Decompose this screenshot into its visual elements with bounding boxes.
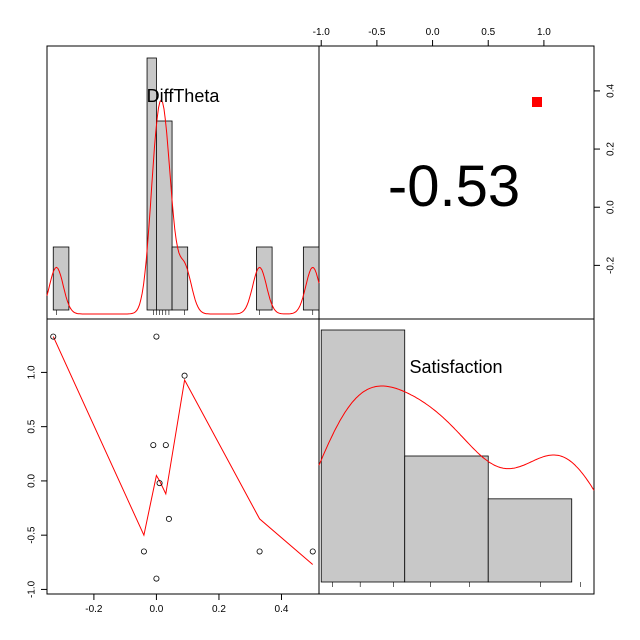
density-curve-0: [46, 99, 320, 315]
left-axis-label-1: -0.5: [27, 526, 38, 544]
scatter-point-9: [256, 548, 263, 555]
smooth-line: [52, 336, 314, 565]
scatter-point-8: [181, 372, 188, 379]
right-axis-label-2: 0.2: [606, 142, 617, 156]
panel-br: [318, 318, 595, 595]
curves-layer: [46, 99, 595, 565]
scatter-layer: [50, 97, 542, 582]
left-axis-label-3: 0.5: [27, 419, 38, 433]
scatter-point-7: [165, 515, 172, 522]
bottom-axis-label-1: 0.0: [149, 604, 163, 615]
scatter-point-2: [150, 442, 157, 449]
top-axis-label-1: -0.5: [368, 27, 386, 38]
bottom-axis-label-2: 0.2: [212, 604, 226, 615]
hist-bar-0-3: [171, 246, 189, 311]
hist-bar-1-0: [320, 329, 406, 583]
diagonal-label-satisfaction: Satisfaction: [409, 357, 502, 377]
hist-bar-1-1: [404, 455, 489, 583]
right-axis-label-1: 0.0: [606, 200, 617, 214]
top-axis-label-3: 0.5: [481, 27, 495, 38]
hist-bar-1-2: [487, 498, 573, 583]
top-axis-label-0: -1.0: [313, 27, 331, 38]
hist-bar-0-5: [302, 246, 320, 311]
scatter-point-1: [140, 548, 147, 555]
panel-bl: [46, 318, 320, 595]
left-axis-label-0: -1.0: [27, 580, 38, 598]
density-curve-1: [318, 385, 595, 491]
right-axis-label-0: -0.2: [606, 256, 617, 274]
scatter-point-4: [153, 575, 160, 582]
scatter-point-10: [309, 548, 316, 555]
top-axis-label-4: 1.0: [537, 27, 551, 38]
left-axis-label-2: 0.0: [27, 474, 38, 488]
scatter-point-3: [153, 333, 160, 340]
scatter-point-0: [50, 333, 57, 340]
right-axis-label-3: 0.4: [606, 84, 617, 98]
diagonal-label-difftheta: DiffTheta: [147, 86, 221, 106]
left-axis-label-4: 1.0: [27, 365, 38, 379]
bottom-axis-label-3: 0.4: [275, 604, 289, 615]
scatter-point-5: [156, 480, 163, 487]
correlation-marker: [532, 97, 542, 107]
correlation-value: -0.53: [388, 154, 520, 219]
top-axis-label-2: 0.0: [426, 27, 440, 38]
hist-bar-0-2: [156, 120, 173, 311]
histograms-layer: [52, 57, 581, 587]
bottom-axis-label-0: -0.2: [85, 604, 103, 615]
scatter-point-6: [162, 442, 169, 449]
axes-layer: -0.2 0.0 0.2 0.4 -1.0 -0.5 0.0 0.5 1.0 -1.0 -0.5 0.…: [27, 27, 617, 615]
